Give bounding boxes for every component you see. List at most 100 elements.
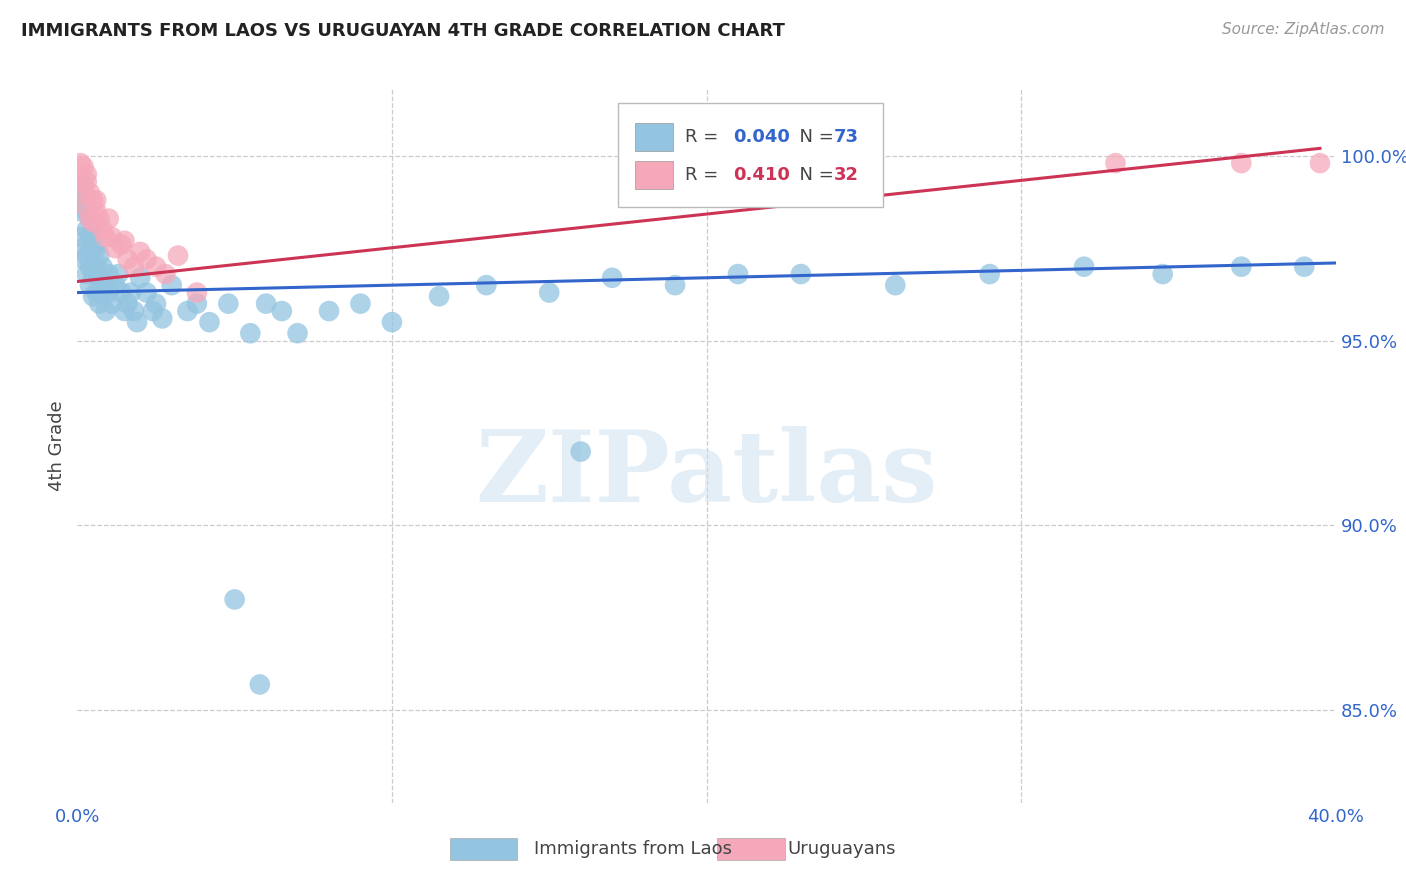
Point — [664, 278, 686, 293]
Point — [135, 285, 157, 300]
Point — [239, 326, 262, 341]
Point — [101, 296, 124, 310]
Point — [160, 278, 183, 293]
Point — [89, 211, 111, 226]
Point — [155, 267, 177, 281]
Point — [72, 186, 94, 200]
Point — [1309, 156, 1331, 170]
Point — [76, 223, 98, 237]
Text: 0.040: 0.040 — [733, 128, 790, 146]
Point — [176, 304, 198, 318]
Text: 32: 32 — [834, 166, 859, 184]
Point — [97, 285, 120, 300]
Point — [84, 241, 107, 255]
Point — [69, 230, 91, 244]
Point — [145, 296, 167, 310]
Text: Immigrants from Laos: Immigrants from Laos — [534, 840, 733, 858]
Point — [82, 215, 104, 229]
Text: ZIPatlas: ZIPatlas — [475, 426, 938, 523]
Point — [475, 278, 498, 293]
Point — [427, 289, 450, 303]
Point — [91, 223, 114, 237]
Point — [84, 260, 107, 274]
Point — [104, 241, 127, 255]
Bar — [717, 838, 785, 860]
Point — [145, 260, 167, 274]
Y-axis label: 4th Grade: 4th Grade — [48, 401, 66, 491]
Point — [381, 315, 404, 329]
Point — [790, 267, 813, 281]
Point — [135, 252, 157, 267]
Point — [84, 193, 107, 207]
Point — [79, 211, 101, 226]
Point — [117, 252, 139, 267]
Point — [186, 296, 208, 310]
Point — [94, 304, 117, 318]
Point — [72, 178, 94, 193]
Text: 0.410: 0.410 — [733, 166, 790, 184]
Point — [82, 193, 104, 207]
Point — [127, 315, 149, 329]
Point — [82, 267, 104, 281]
Point — [110, 237, 132, 252]
Point — [224, 592, 246, 607]
Point — [76, 167, 98, 181]
Point — [1230, 156, 1253, 170]
Bar — [450, 838, 517, 860]
Point — [82, 289, 104, 303]
Point — [104, 278, 127, 293]
Text: N =: N = — [789, 128, 839, 146]
Point — [122, 260, 145, 274]
Point — [72, 193, 94, 207]
Point — [538, 285, 561, 300]
Point — [94, 230, 117, 244]
Point — [884, 278, 907, 293]
Point — [69, 204, 91, 219]
Point — [79, 278, 101, 293]
Point — [979, 267, 1001, 281]
Point — [69, 156, 91, 170]
Point — [114, 304, 136, 318]
Text: 73: 73 — [834, 128, 859, 146]
Point — [89, 270, 111, 285]
Point — [1230, 260, 1253, 274]
Point — [76, 249, 98, 263]
Point — [82, 223, 104, 237]
Point — [76, 201, 98, 215]
Point — [76, 267, 98, 281]
Point — [84, 204, 107, 219]
Point — [79, 211, 101, 226]
Point — [76, 204, 98, 219]
Point — [72, 252, 94, 267]
FancyBboxPatch shape — [619, 103, 883, 207]
Point — [569, 444, 592, 458]
Point — [129, 270, 152, 285]
Point — [72, 241, 94, 255]
Point — [79, 186, 101, 200]
Point — [129, 244, 152, 259]
Point — [287, 326, 309, 341]
Point — [600, 270, 623, 285]
Text: R =: R = — [685, 128, 724, 146]
Point — [1152, 267, 1174, 281]
Point — [186, 285, 208, 300]
Point — [150, 311, 173, 326]
Point — [107, 267, 129, 281]
Point — [318, 304, 340, 318]
Point — [97, 211, 120, 226]
Point — [1073, 260, 1095, 274]
Point — [76, 175, 98, 189]
Point — [249, 677, 271, 691]
Point — [84, 285, 107, 300]
Point — [167, 249, 190, 263]
Text: Uruguayans: Uruguayans — [787, 840, 896, 858]
Point — [254, 296, 277, 310]
Text: IMMIGRANTS FROM LAOS VS URUGUAYAN 4TH GRADE CORRELATION CHART: IMMIGRANTS FROM LAOS VS URUGUAYAN 4TH GR… — [21, 22, 785, 40]
Point — [91, 285, 114, 300]
Point — [217, 296, 239, 310]
Point — [117, 296, 139, 310]
Point — [97, 267, 120, 281]
Point — [91, 260, 114, 274]
Bar — [634, 161, 672, 189]
Point — [79, 260, 101, 274]
